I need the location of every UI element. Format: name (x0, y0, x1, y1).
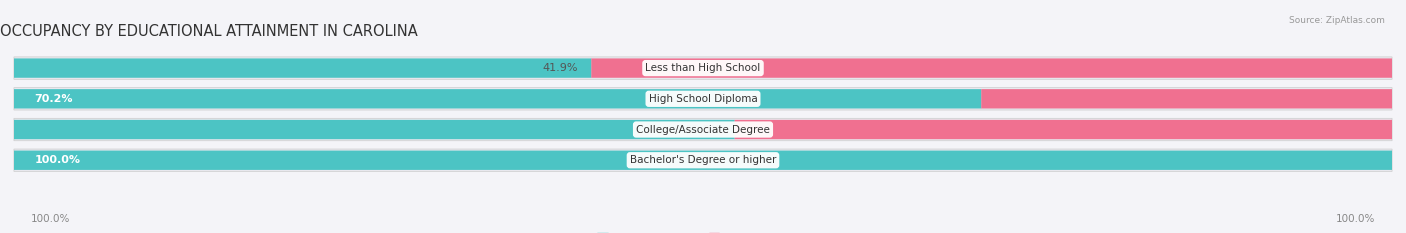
Text: Less than High School: Less than High School (645, 63, 761, 73)
FancyBboxPatch shape (14, 149, 1392, 171)
Legend: Owner-occupied, Renter-occupied: Owner-occupied, Renter-occupied (593, 229, 813, 233)
Text: 52.3%: 52.3% (686, 124, 721, 134)
FancyBboxPatch shape (14, 118, 1392, 141)
Text: College/Associate Degree: College/Associate Degree (636, 124, 770, 134)
FancyBboxPatch shape (14, 120, 735, 139)
FancyBboxPatch shape (592, 58, 1392, 78)
Text: OCCUPANCY BY EDUCATIONAL ATTAINMENT IN CAROLINA: OCCUPANCY BY EDUCATIONAL ATTAINMENT IN C… (0, 24, 418, 39)
Text: Bachelor's Degree or higher: Bachelor's Degree or higher (630, 155, 776, 165)
Text: High School Diploma: High School Diploma (648, 94, 758, 104)
Text: 100.0%: 100.0% (35, 155, 80, 165)
FancyBboxPatch shape (14, 58, 592, 78)
FancyBboxPatch shape (14, 88, 1392, 110)
FancyBboxPatch shape (734, 120, 1392, 139)
Text: 100.0%: 100.0% (1336, 214, 1375, 224)
FancyBboxPatch shape (14, 57, 1392, 79)
FancyBboxPatch shape (14, 151, 1392, 170)
Text: 70.2%: 70.2% (35, 94, 73, 104)
Text: 41.9%: 41.9% (543, 63, 578, 73)
Text: Source: ZipAtlas.com: Source: ZipAtlas.com (1289, 16, 1385, 25)
Text: 100.0%: 100.0% (31, 214, 70, 224)
FancyBboxPatch shape (981, 89, 1392, 109)
FancyBboxPatch shape (14, 89, 981, 109)
